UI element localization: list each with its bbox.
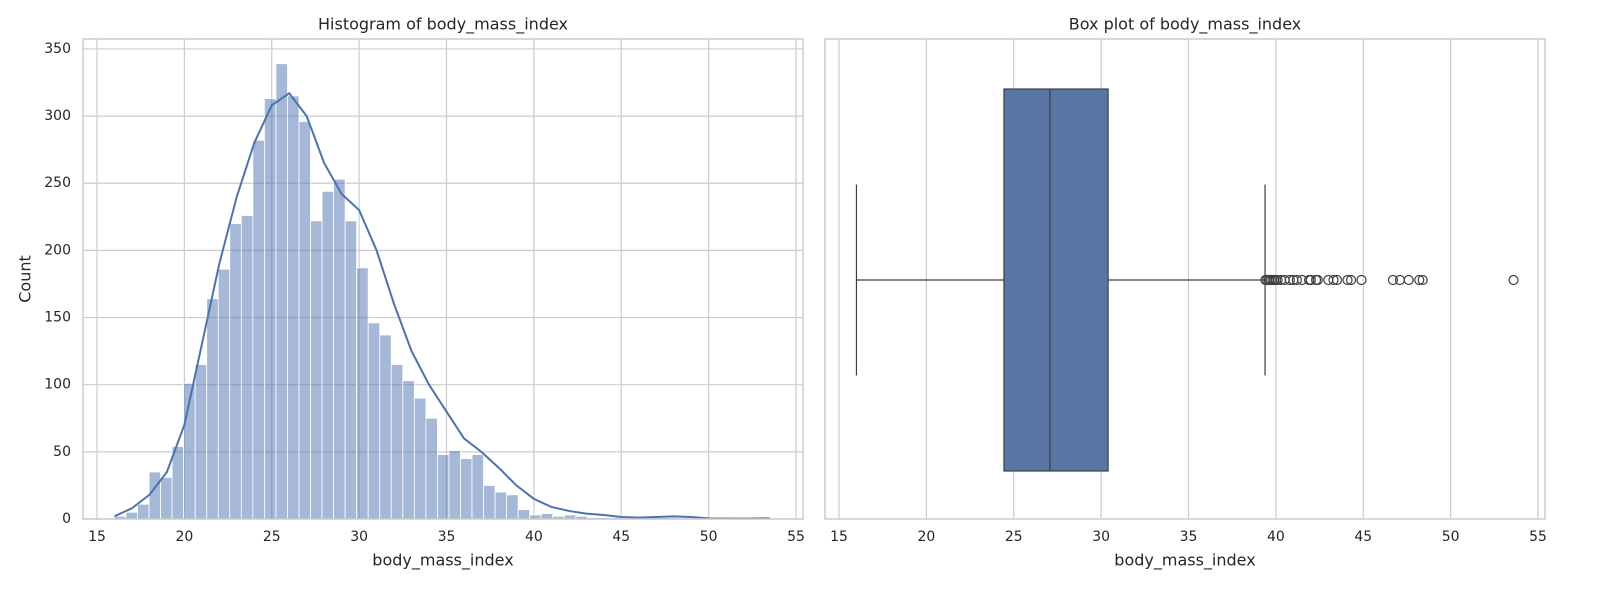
histogram-bar: [494, 491, 508, 520]
x-tick-label: 15: [830, 529, 848, 545]
y-tick-label: 350: [44, 41, 71, 57]
histogram-bar: [390, 364, 404, 520]
outlier: [1394, 274, 1406, 286]
outlier: [1387, 274, 1399, 286]
outlier: [1305, 274, 1316, 286]
x-tick-label: 55: [1529, 529, 1547, 545]
histogram-bar: [367, 322, 381, 520]
x-tick-label: 40: [1267, 529, 1285, 545]
histogram-bar: [229, 223, 242, 520]
chart-title: Histogram of body_mass_index: [318, 15, 568, 35]
y-tick-label: 50: [53, 444, 71, 460]
x-tick-label: 30: [1092, 529, 1110, 545]
x-tick-label: 20: [917, 529, 935, 545]
histogram-bar: [425, 417, 438, 520]
outlier: [1345, 274, 1357, 286]
y-tick-label: 150: [44, 310, 71, 326]
histogram-bar: [275, 63, 288, 520]
histogram-bar: [263, 98, 277, 520]
histogram-bar: [171, 446, 185, 520]
histogram-bar: [310, 220, 323, 520]
histogram-bar: [137, 503, 150, 520]
x-tick-label: 50: [1442, 529, 1460, 545]
histogram-bar: [402, 380, 415, 520]
outlier: [1291, 274, 1302, 286]
histogram-bar: [160, 476, 173, 520]
histogram-bar: [125, 511, 138, 520]
x-axis-label: body_mass_index: [1114, 551, 1255, 571]
kde-line: [114, 91, 770, 520]
chart-title: Box plot of body_mass_index: [1069, 15, 1302, 35]
histogram-bar: [240, 215, 254, 520]
x-tick-label: 35: [1180, 529, 1198, 545]
histogram-bar: [206, 298, 219, 520]
histogram-bar: [517, 509, 531, 520]
x-tick-label: 45: [1354, 529, 1372, 545]
outlier: [1328, 274, 1339, 286]
histogram-bar: [471, 454, 484, 520]
outlier: [1331, 274, 1343, 286]
x-tick-label: 45: [612, 529, 630, 545]
histogram-bar: [287, 95, 300, 520]
x-tick-label: 50: [700, 529, 718, 545]
x-tick-label: 25: [263, 529, 281, 545]
outlier: [1356, 274, 1367, 286]
histogram-bar: [460, 458, 473, 520]
x-tick-label: 15: [88, 529, 106, 545]
histogram-bar: [540, 513, 554, 520]
outlier: [1323, 274, 1334, 286]
histogram-bar: [252, 139, 265, 520]
box: [1003, 88, 1109, 472]
outlier: [1312, 274, 1323, 286]
histogram-bar: [437, 454, 450, 520]
histogram-bar: [506, 494, 519, 520]
x-axis-label: body_mass_index: [372, 551, 513, 571]
y-axis-label: Count: [16, 255, 35, 303]
outlier: [1508, 274, 1519, 286]
histogram-bar: [379, 334, 392, 520]
histogram-bar: [321, 190, 335, 520]
histogram-bar: [298, 121, 311, 520]
y-tick-label: 300: [44, 108, 71, 124]
histogram-bar: [217, 268, 231, 520]
histogram-bar: [194, 364, 208, 520]
histogram-bar: [356, 267, 369, 520]
x-tick-label: 55: [787, 529, 805, 545]
outlier: [1403, 274, 1414, 286]
outlier: [1284, 274, 1295, 286]
outlier: [1272, 274, 1283, 286]
histogram-bar: [333, 178, 346, 520]
x-tick-label: 40: [525, 529, 543, 545]
x-tick-label: 30: [350, 529, 368, 545]
x-tick-label: 20: [175, 529, 193, 545]
histogram-bar: [448, 450, 461, 520]
y-tick-label: 0: [62, 511, 71, 527]
histogram-bar: [483, 485, 496, 520]
y-tick-label: 100: [44, 377, 71, 393]
x-tick-label: 25: [1005, 529, 1023, 545]
y-tick-label: 200: [44, 242, 71, 258]
outlier: [1342, 274, 1353, 286]
axes-frame: [82, 38, 804, 520]
histogram-bar: [344, 220, 358, 520]
histogram-bar: [148, 471, 161, 520]
x-tick-label: 35: [438, 529, 456, 545]
outlier: [1417, 274, 1428, 286]
y-tick-label: 250: [44, 175, 71, 191]
axes-frame: [824, 38, 1546, 520]
outlier: [1414, 274, 1425, 286]
histogram-bar: [413, 397, 427, 520]
